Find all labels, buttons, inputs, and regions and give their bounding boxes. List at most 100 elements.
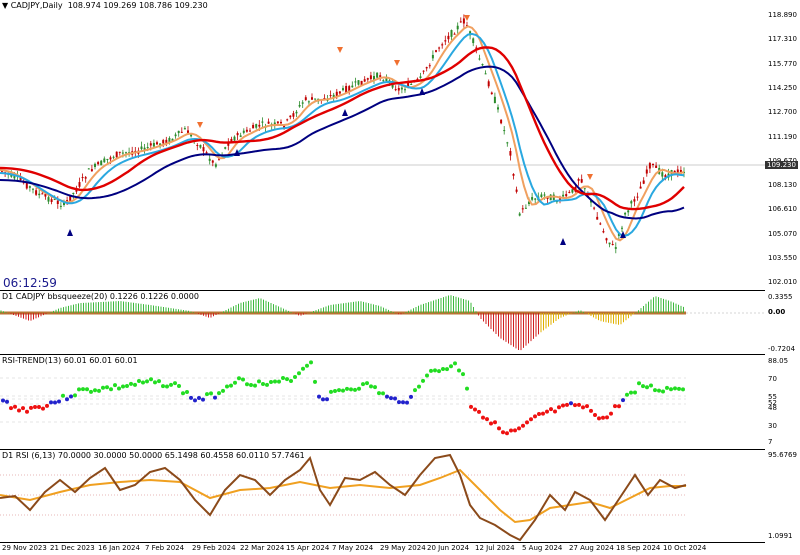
rsi-trend-dot <box>185 390 189 395</box>
price-chart[interactable] <box>0 0 765 290</box>
buy-arrow-icon <box>234 149 240 156</box>
rsi-trend-dot <box>169 382 173 387</box>
candle-body <box>435 50 437 52</box>
candle-body <box>242 130 245 133</box>
dropdown-arrow-icon[interactable]: ▼ <box>2 1 11 10</box>
rsi-trend-dot <box>57 399 61 404</box>
rsi-fast-line <box>0 453 687 542</box>
candle-body <box>490 92 493 95</box>
rsi-trend-dot <box>477 409 481 414</box>
rsi-pane[interactable]: D1 RSI (6,13) 70.0000 30.0000 50.0000 65… <box>0 450 765 543</box>
candle-body <box>143 147 146 150</box>
rsi-trend-dot <box>65 397 69 402</box>
price-tick: 115.770 <box>768 59 797 68</box>
rsi-trend-dot <box>629 390 633 395</box>
rsi-trend-dot <box>93 388 97 393</box>
candle-body <box>342 88 344 91</box>
candle-body <box>165 139 168 145</box>
rsi-trend-dot <box>153 380 157 385</box>
date-label: 16 Jan 2024 <box>98 544 140 552</box>
rsi-trend-dot <box>453 361 457 366</box>
candle-body <box>283 125 286 129</box>
main-chart-pane[interactable]: ▼ CADJPY,Daily 108.974 109.269 108.786 1… <box>0 0 765 291</box>
rsi-trend-dot <box>317 394 321 399</box>
candle-body <box>528 201 530 204</box>
price-tick: 117.310 <box>768 35 797 44</box>
rsi-trend-dot <box>433 368 437 373</box>
candle-body <box>41 193 44 195</box>
candle-body <box>311 97 313 100</box>
ema-red-line <box>0 46 685 211</box>
candle-body <box>614 247 617 249</box>
rsi-trend-dot <box>333 389 337 394</box>
candle-body <box>503 130 506 132</box>
rsi-trend-dot <box>105 385 109 390</box>
rsi-trend-dot <box>293 374 297 379</box>
rsi-trend-dot <box>369 384 373 389</box>
rsi-trend-dot <box>481 415 485 420</box>
rsi-trend-dot <box>13 404 17 409</box>
candle-body <box>621 227 623 229</box>
candle-body <box>580 179 583 183</box>
candle-body <box>493 96 496 104</box>
rsi-trend-dot <box>473 407 477 412</box>
rsi-trend-dot <box>601 415 605 420</box>
rsi-trend-dot <box>201 397 205 402</box>
candle-body <box>624 212 627 215</box>
rsi-trend-dot <box>157 379 161 384</box>
candle-body <box>146 147 149 149</box>
rsi-trend-dot <box>41 406 45 411</box>
candle-body <box>373 76 375 81</box>
candle-body <box>438 47 441 49</box>
candle-body <box>44 193 47 197</box>
candle-body <box>38 193 41 196</box>
candle-body <box>314 98 317 100</box>
rsi-trend-dot <box>613 404 617 409</box>
rsi-trend-dot <box>441 366 445 371</box>
price-tick: 108.130 <box>768 181 797 190</box>
candle-body <box>661 172 664 177</box>
rsi-trend-dot <box>129 381 133 386</box>
candle-body <box>400 87 403 90</box>
rsi-trend-dot <box>661 389 665 394</box>
rsi-trend-dot <box>329 389 333 394</box>
rsi-trend-dot <box>413 388 417 393</box>
candle-body <box>335 91 338 97</box>
rsi-trend-label: RSI-TREND(13) 60.01 60.01 60.01 <box>2 356 138 365</box>
candle-body <box>258 124 261 127</box>
rsi-trend-dot <box>397 400 401 405</box>
rsi-trend-dot <box>257 379 261 384</box>
rsi-trend-dot <box>21 406 25 411</box>
rsi-trend-dot <box>409 394 413 399</box>
candle-body <box>351 85 354 88</box>
rsi-trend-dot <box>621 398 625 403</box>
date-label: 29 Nov 2023 <box>2 544 47 552</box>
rsi-trend-dot <box>657 388 661 393</box>
candle-body <box>301 102 304 104</box>
squeeze-pane[interactable]: D1 CADJPY bbsqueeze(20) 0.1226 0.1226 0.… <box>0 291 765 355</box>
squeeze-histogram <box>0 295 765 351</box>
candle-body <box>245 129 248 132</box>
rsi-trend-tick: 55 <box>768 393 777 401</box>
rsi-trend-dot <box>225 384 229 389</box>
squeeze-axis: 0.3355 0.00 -0.7204 <box>765 291 800 354</box>
squeeze-label: D1 CADJPY bbsqueeze(20) 0.1226 0.1226 0.… <box>2 292 199 301</box>
candle-body <box>369 75 372 80</box>
ema-cyan-line <box>0 32 685 238</box>
candle-body <box>100 160 103 166</box>
rsi-trend-dot <box>565 402 569 407</box>
rsi-trend-dot <box>593 412 597 417</box>
squeeze-tick-zero: 0.00 <box>768 308 786 316</box>
buy-arrow-icon <box>342 109 348 116</box>
rsi-trend-dot <box>637 381 641 386</box>
candle-body <box>407 82 410 88</box>
rsi-tick-bottom: 1.0991 <box>768 532 793 540</box>
rsi-trend-dot <box>489 421 493 426</box>
rsi-trend-pane[interactable]: RSI-TREND(13) 60.01 60.01 60.01 <box>0 355 765 450</box>
symbol-label: CADJPY,Daily <box>10 1 63 10</box>
rsi-trend-dot <box>493 420 497 425</box>
candle-body <box>345 85 348 93</box>
candle-body <box>121 152 124 154</box>
candle-body <box>286 119 289 121</box>
rsi-trend-dot <box>597 416 601 421</box>
